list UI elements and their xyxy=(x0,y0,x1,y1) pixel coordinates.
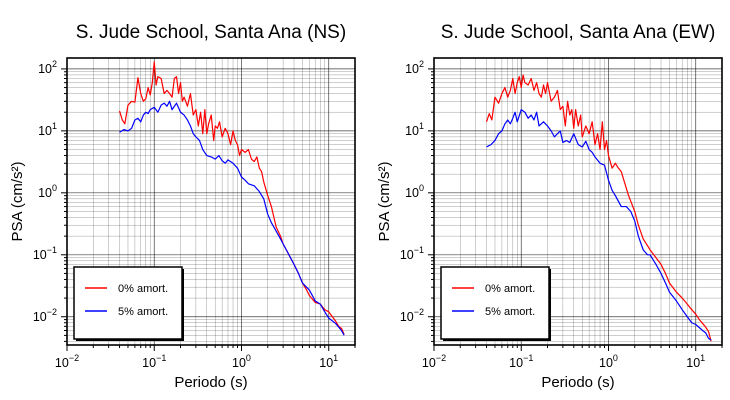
legend-entry-label: 0% amort. xyxy=(118,283,168,295)
x-tick-label: 10−2 xyxy=(422,353,446,370)
series-line-red xyxy=(485,74,712,342)
y-tick-label: 100 xyxy=(405,183,424,200)
x-tick-label: 100 xyxy=(232,353,251,370)
y-tick-label: 10−2 xyxy=(33,307,57,324)
series-line-blue xyxy=(119,100,345,336)
x-tick-label: 101 xyxy=(319,353,338,370)
series-line-blue xyxy=(486,109,712,341)
x-tick-label: 101 xyxy=(686,353,705,370)
legend-box xyxy=(440,266,550,340)
legend-entry-label: 5% amort. xyxy=(118,306,168,318)
y-tick-label: 101 xyxy=(405,121,424,138)
y-tick-label: 10−2 xyxy=(400,307,424,324)
x-tick-label: 10−2 xyxy=(55,353,79,370)
tick-marks xyxy=(428,68,723,351)
x-tick-label: 10−1 xyxy=(509,353,533,370)
legend: 0% amort. 5% amort. xyxy=(73,266,184,341)
y-tick-label: 10−1 xyxy=(400,245,424,262)
legend: 0% amort. 5% amort. xyxy=(440,266,551,341)
legend-entry-label: 0% amort. xyxy=(485,283,535,295)
y-tick-label: 102 xyxy=(405,59,424,76)
chart-panel-0: 10−2 10−1 100 101 10−2 10−1 100 101 102 S. Jude S… xyxy=(9,22,356,391)
legend-box xyxy=(73,266,183,340)
y-axis-label: PSA (cm/s²) xyxy=(376,161,393,241)
y-axis-label: PSA (cm/s²) xyxy=(9,161,26,241)
chart-panel-1: 10−2 10−1 100 101 10−2 10−1 100 101 102 S. Jude S… xyxy=(376,22,723,391)
y-tick-label: 100 xyxy=(38,183,57,200)
plot-frame xyxy=(433,57,723,346)
chart-title: S. Jude School, Santa Ana (EW) xyxy=(441,22,716,43)
plot-frame xyxy=(66,57,356,346)
x-axis-label: Periodo (s) xyxy=(541,374,614,391)
y-tick-label: 10−1 xyxy=(33,245,57,262)
tick-marks xyxy=(61,68,356,351)
x-axis-label: Periodo (s) xyxy=(174,374,247,391)
y-tick-label: 101 xyxy=(38,121,57,138)
y-tick-label: 102 xyxy=(38,59,57,76)
x-tick-label: 10−1 xyxy=(142,353,166,370)
legend-entry-label: 5% amort. xyxy=(485,306,535,318)
chart-title: S. Jude School, Santa Ana (NS) xyxy=(76,22,346,43)
x-tick-label: 100 xyxy=(599,353,618,370)
